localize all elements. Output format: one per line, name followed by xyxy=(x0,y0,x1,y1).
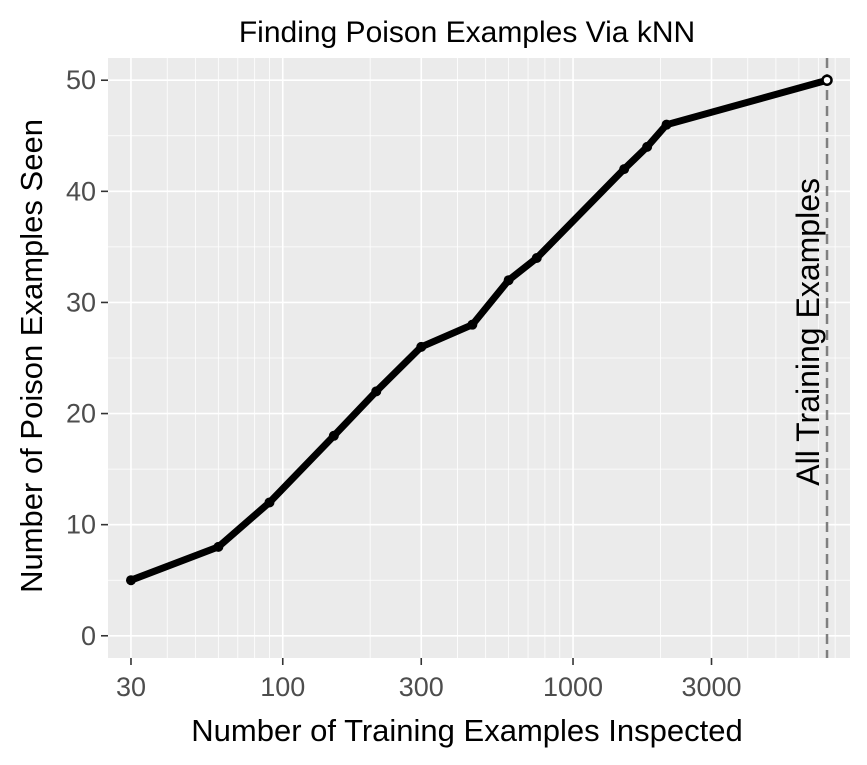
y-tick-label: 30 xyxy=(66,287,96,317)
vline-label: All Training Examples xyxy=(790,178,826,486)
data-point xyxy=(467,319,478,330)
data-point xyxy=(213,541,224,552)
y-tick-label: 10 xyxy=(66,510,96,540)
data-point xyxy=(642,141,653,152)
x-tick-label: 100 xyxy=(260,672,305,702)
x-axis-title: Number of Training Examples Inspected xyxy=(191,713,742,748)
data-point xyxy=(416,341,427,352)
x-axis-ticks: 30 100 300 1000 3000 xyxy=(116,658,742,702)
data-point xyxy=(371,386,382,397)
y-axis-title: Number of Poison Examples Seen xyxy=(14,119,49,593)
y-tick-label: 0 xyxy=(81,621,96,651)
data-point xyxy=(264,497,275,508)
data-point xyxy=(821,74,833,86)
x-tick-label: 3000 xyxy=(681,672,741,702)
y-tick-label: 40 xyxy=(66,176,96,206)
x-tick-label: 300 xyxy=(399,672,444,702)
vline-group: All Training Examples xyxy=(790,58,829,658)
data-point xyxy=(328,430,339,441)
x-tick-label: 1000 xyxy=(543,672,603,702)
series-group xyxy=(125,74,833,586)
y-axis-ticks: 0 10 20 30 40 50 xyxy=(66,65,108,651)
data-point xyxy=(619,164,630,175)
data-point xyxy=(661,119,672,130)
data-point xyxy=(125,575,136,586)
y-tick-label: 20 xyxy=(66,399,96,429)
data-point xyxy=(531,253,542,263)
x-tick-label: 30 xyxy=(116,672,146,702)
data-point xyxy=(503,275,514,286)
major-gridlines xyxy=(108,58,850,658)
y-tick-label: 50 xyxy=(66,65,96,95)
chart-title: Finding Poison Examples Via kNN xyxy=(239,16,695,49)
